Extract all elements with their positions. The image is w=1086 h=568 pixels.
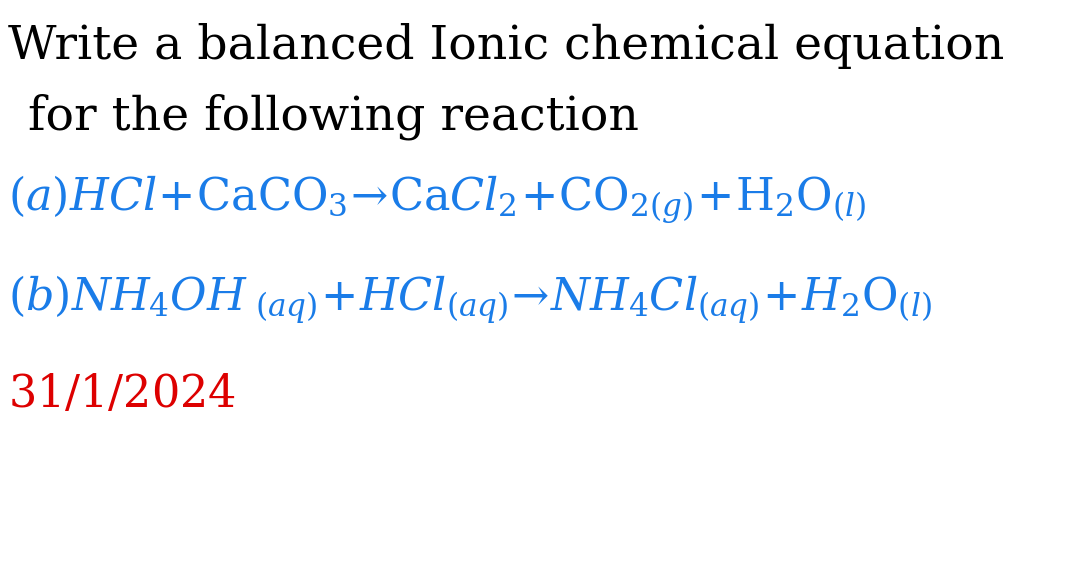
Text: $(b)\mathit{NH}_{4}\mathit{OH}_{\ (aq)}\!+\!\mathit{HCl}_{(aq)}\!\rightarrow\!\m: $(b)\mathit{NH}_{4}\mathit{OH}_{\ (aq)}\… (8, 273, 932, 327)
Text: Write a balanced Ionic chemical equation: Write a balanced Ionic chemical equation (8, 23, 1005, 69)
Text: $(a)\mathit{HCl}\!+\!\mathrm{CaCO}_{3}\!\rightarrow\!\mathrm{Ca}\mathit{Cl}_{2}\: $(a)\mathit{HCl}\!+\!\mathrm{CaCO}_{3}\!… (8, 173, 867, 226)
Text: for the following reaction: for the following reaction (28, 93, 639, 140)
Text: $\mathit{31/1/2024}$: $\mathit{31/1/2024}$ (8, 373, 236, 416)
